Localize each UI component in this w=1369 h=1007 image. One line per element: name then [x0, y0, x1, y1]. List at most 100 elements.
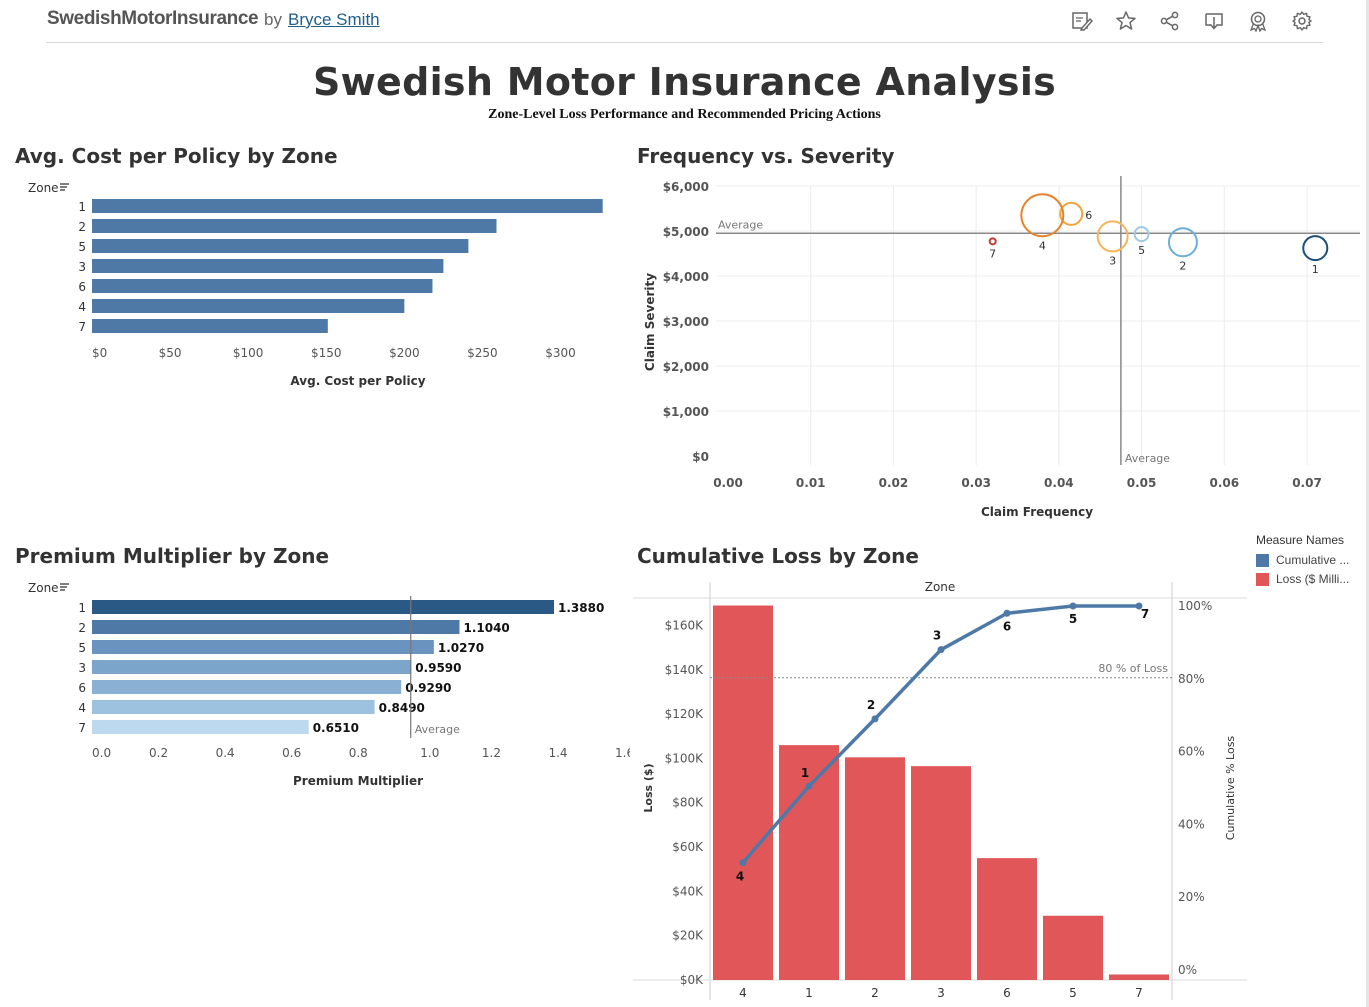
- badge-icon[interactable]: [1247, 10, 1269, 33]
- x-tick-label: 0.4: [216, 746, 235, 760]
- zone-header: Zone: [925, 580, 956, 594]
- y-tick-label: $2,000: [663, 360, 709, 374]
- y-axis-title: Claim Severity: [643, 273, 657, 371]
- y-tick-label: $140K: [665, 663, 705, 677]
- category-label: 2: [78, 220, 86, 234]
- freq-sev-chart[interactable]: $0 $1,000 $2,000 $3,000 $4,000 $5,000 $6,000 0.…: [630, 170, 1369, 530]
- point-label: 6: [1003, 619, 1011, 633]
- scrollbar[interactable]: [1366, 0, 1369, 1007]
- value-label: 1.0270: [438, 641, 484, 655]
- y-tick-label: $0K: [680, 973, 704, 987]
- y-tick-label: $80K: [672, 796, 704, 810]
- category-label: 6: [1003, 986, 1011, 1000]
- category-label: 1: [805, 986, 813, 1000]
- scatter-point: [1167, 227, 1198, 258]
- x-tick-label: $100: [233, 346, 264, 360]
- legend-label-loss: Loss ($ Milli...: [1276, 572, 1350, 586]
- y-tick-label: $40K: [672, 884, 704, 898]
- x-tick-label: $50: [159, 346, 182, 360]
- loss-bar: [911, 766, 971, 980]
- cum-loss-chart[interactable]: Zone 4 1 2 3 6 5 7 80 % of Loss 4 1 2 3 6 5 7 $0K $20K $40…: [630, 570, 1250, 1007]
- avg-cost-title: Avg. Cost per Policy by Zone: [15, 144, 338, 168]
- scatter-point: [1020, 193, 1065, 238]
- cumulative-point: [871, 715, 879, 723]
- x-tick-label: 0.01: [796, 476, 826, 490]
- x-tick-label: $150: [311, 346, 342, 360]
- category-label: 7: [1135, 986, 1143, 1000]
- premium-chart[interactable]: Zone 1 1.3880 2 1.1040 5 1.0270 3 0.9590 6 0.9290 4…: [0, 570, 630, 800]
- category-label: 4: [78, 701, 86, 715]
- y2-axis-title: Cumulative % Loss: [1224, 736, 1237, 841]
- avg-cost-chart[interactable]: Zone 1 2 5 3 6 4 7 $0 $50 $100 $150 $200 $250 $300 Avg.…: [0, 170, 630, 400]
- dashboard-title: Swedish Motor Insurance Analysis: [312, 60, 1057, 104]
- point-label: 7: [989, 247, 996, 260]
- bar: [92, 219, 497, 233]
- loss-bar: [1043, 915, 1103, 980]
- category-label: 5: [1069, 986, 1077, 1000]
- x-tick-label: 0.8: [349, 746, 368, 760]
- dim-label-zone: Zone: [28, 581, 59, 595]
- value-label: 1.3880: [558, 601, 604, 615]
- x-tick-label: 0.06: [1209, 476, 1239, 490]
- cumulative-point: [937, 646, 945, 654]
- by-label: by: [264, 10, 282, 29]
- cumulative-point: [739, 859, 747, 867]
- x-tick-label: 0.2: [149, 746, 168, 760]
- category-label: 3: [78, 661, 86, 675]
- legend-item-loss[interactable]: Loss ($ Milli...: [1256, 572, 1366, 586]
- x-tick-label: 1.0: [420, 746, 439, 760]
- download-icon[interactable]: [1203, 10, 1225, 32]
- avg-label-severity: Average: [718, 218, 763, 231]
- value-label: 1.1040: [463, 621, 509, 635]
- y-tick-label: $6,000: [663, 180, 709, 194]
- x-axis-title: Avg. Cost per Policy: [290, 374, 425, 388]
- x-tick-label: 0.6: [282, 746, 301, 760]
- x-axis-title: Premium Multiplier: [293, 774, 423, 788]
- category-label: 7: [78, 721, 86, 735]
- x-tick-label: 1.4: [548, 746, 567, 760]
- star-icon[interactable]: [1115, 10, 1137, 32]
- scatter-point: [1302, 235, 1329, 262]
- category-label: 7: [78, 320, 86, 334]
- bar: [92, 660, 412, 674]
- point-label: 3: [1109, 254, 1116, 267]
- bar: [92, 299, 405, 313]
- author-link[interactable]: Bryce Smith: [288, 10, 380, 29]
- category-label: 2: [871, 986, 879, 1000]
- y-tick-label: $60K: [672, 840, 704, 854]
- point-label: 5: [1069, 612, 1077, 626]
- x-tick-label: $250: [467, 346, 498, 360]
- dim-label-zone: Zone: [28, 181, 59, 195]
- y-tick-label: $20K: [672, 929, 704, 943]
- edit-icon[interactable]: [1071, 10, 1093, 32]
- loss-bar: [1109, 974, 1169, 980]
- point-label: 2: [867, 698, 875, 712]
- category-label: 5: [78, 240, 86, 254]
- scatter-point: [1059, 201, 1084, 226]
- gear-icon[interactable]: [1291, 10, 1313, 32]
- category-label: 1: [78, 200, 86, 214]
- y2-tick-label: 80%: [1178, 672, 1205, 686]
- x-tick-label: $200: [389, 346, 420, 360]
- bar: [92, 720, 309, 734]
- ref-label: 80 % of Loss: [1098, 662, 1168, 675]
- cumulative-point: [1135, 602, 1143, 610]
- x-tick-label: 0.04: [1044, 476, 1074, 490]
- avg-label: Average: [415, 723, 460, 736]
- bar: [92, 259, 444, 273]
- point-label: 5: [1138, 244, 1145, 257]
- premium-title: Premium Multiplier by Zone: [15, 544, 330, 568]
- measure-legend: Measure Names Cumulative ... Loss ($ Mil…: [1256, 533, 1366, 591]
- workbook-title: SwedishMotorInsurance: [47, 8, 259, 29]
- y-tick-label: $0: [692, 450, 709, 464]
- category-label: 3: [78, 260, 86, 274]
- bar: [92, 279, 433, 293]
- category-label: 4: [78, 300, 86, 314]
- header-divider: [46, 42, 1323, 43]
- freq-sev-title: Frequency vs. Severity: [637, 144, 895, 168]
- legend-item-cumulative[interactable]: Cumulative ...: [1256, 553, 1366, 567]
- x-axis-title: Claim Frequency: [981, 505, 1093, 519]
- scatter-point: [1096, 220, 1129, 253]
- bar: [92, 319, 328, 333]
- share-icon[interactable]: [1159, 10, 1181, 32]
